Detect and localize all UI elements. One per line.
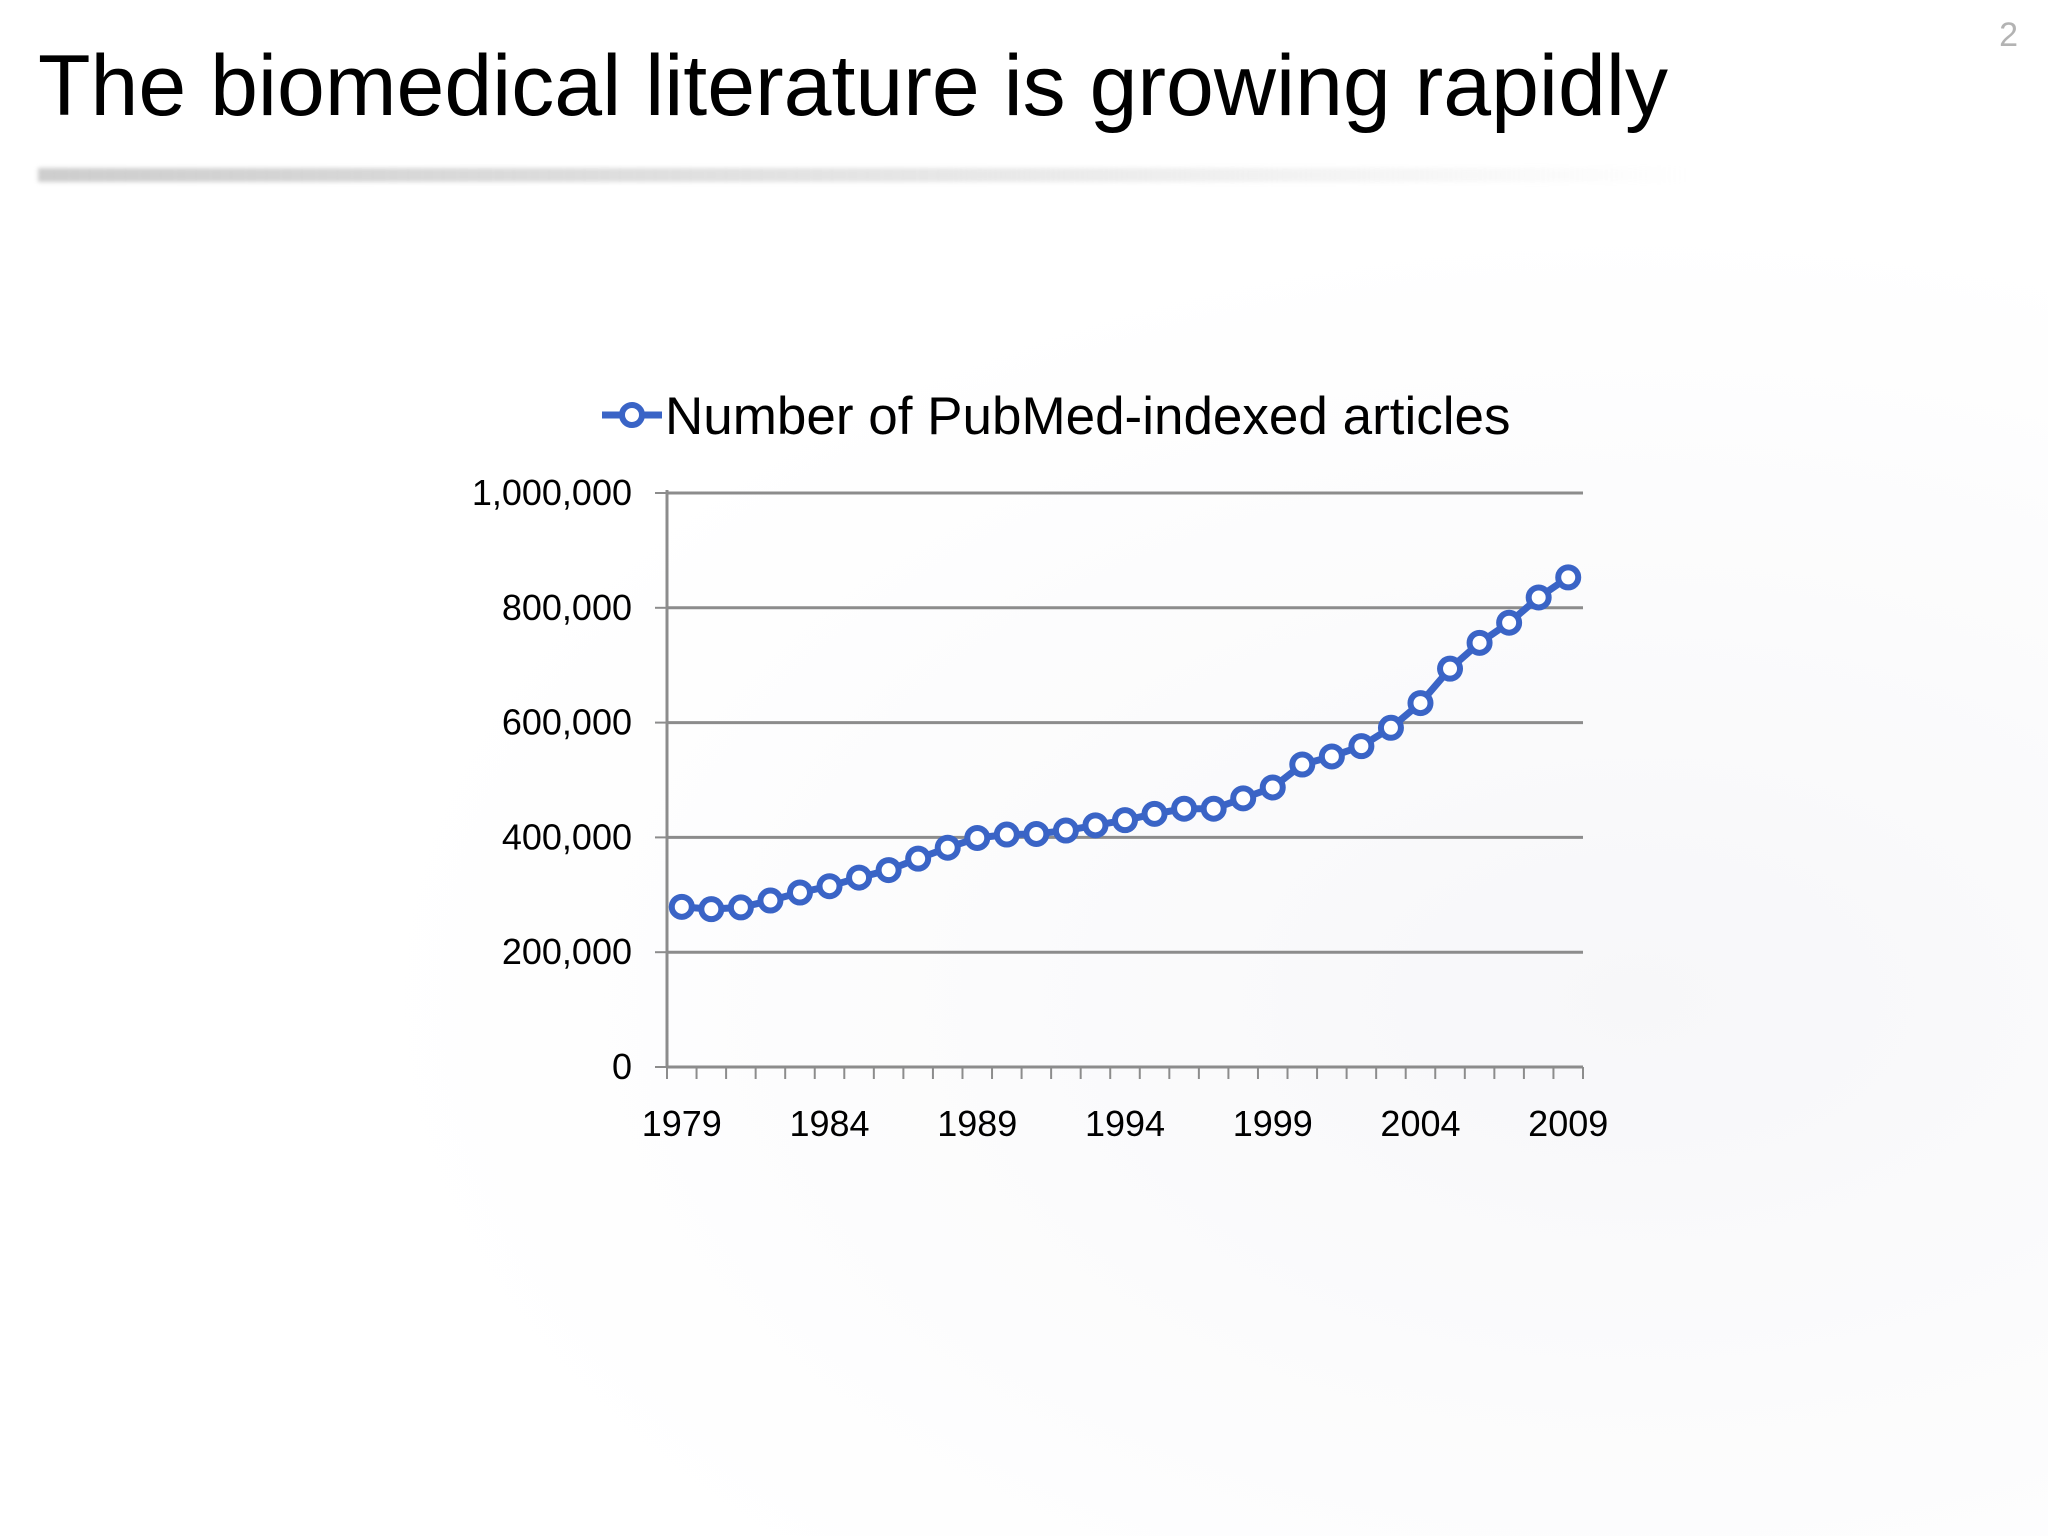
data-point: [846, 864, 873, 891]
data-point: [1023, 820, 1050, 847]
x-tick-label: 1984: [789, 1103, 869, 1144]
x-tick-label: 2009: [1528, 1103, 1608, 1144]
data-point: [964, 824, 991, 851]
data-point: [1230, 785, 1257, 812]
data-point: [727, 894, 754, 921]
data-point: [1525, 584, 1552, 611]
data-point: [934, 834, 961, 861]
series-line: [681, 574, 1571, 913]
data-point: [1407, 690, 1434, 717]
data-point: [1200, 795, 1227, 822]
y-tick-label: 800,000: [502, 587, 632, 628]
data-series: [668, 564, 1582, 923]
data-point: [1082, 812, 1109, 839]
data-point: [875, 857, 902, 884]
slide-title: The biomedical literature is growing rap…: [38, 38, 1668, 134]
data-point: [1318, 743, 1345, 770]
y-tick-label: 1,000,000: [472, 472, 632, 513]
y-tick-label: 400,000: [502, 816, 632, 857]
x-tick-labels: 1979 1984 1989 1994 1999 2004 2009: [642, 1103, 1609, 1144]
x-tick-label: 2004: [1380, 1103, 1460, 1144]
data-point: [1437, 655, 1464, 682]
data-point: [1259, 774, 1286, 801]
data-point: [698, 896, 725, 923]
legend: Number of PubMed-indexed articles: [602, 387, 1510, 446]
data-point: [1466, 629, 1493, 656]
legend-marker: [619, 402, 645, 428]
y-tick-label: 200,000: [502, 931, 632, 972]
y-tick-label: 0: [612, 1046, 632, 1087]
x-tick-label: 1979: [642, 1103, 722, 1144]
data-point: [1052, 817, 1079, 844]
data-point: [1555, 564, 1582, 591]
gridlines: [667, 491, 1583, 954]
data-point: [786, 879, 813, 906]
axes: [655, 490, 1584, 1079]
y-tick-label: 600,000: [502, 702, 632, 743]
x-tick-label: 1999: [1233, 1103, 1313, 1144]
y-tick-labels: 0 200,000 400,000 600,000 800,000 1,000,000: [472, 472, 632, 1087]
data-point: [1141, 800, 1168, 827]
data-point: [1289, 751, 1316, 778]
page-number: 2: [1999, 16, 2018, 54]
x-tick-label: 1994: [1085, 1103, 1165, 1144]
data-point: [668, 893, 695, 920]
data-point: [1112, 807, 1138, 834]
data-point: [1377, 714, 1404, 741]
data-point: [1171, 795, 1198, 822]
title-underline: [38, 168, 1688, 182]
data-point: [905, 845, 932, 872]
data-point: [1348, 733, 1375, 760]
data-point: [993, 821, 1020, 848]
data-point: [816, 873, 843, 900]
data-point: [757, 887, 784, 914]
x-tick-label: 1989: [937, 1103, 1017, 1144]
legend-label: Number of PubMed-indexed articles: [665, 387, 1510, 446]
data-point: [1496, 609, 1523, 636]
